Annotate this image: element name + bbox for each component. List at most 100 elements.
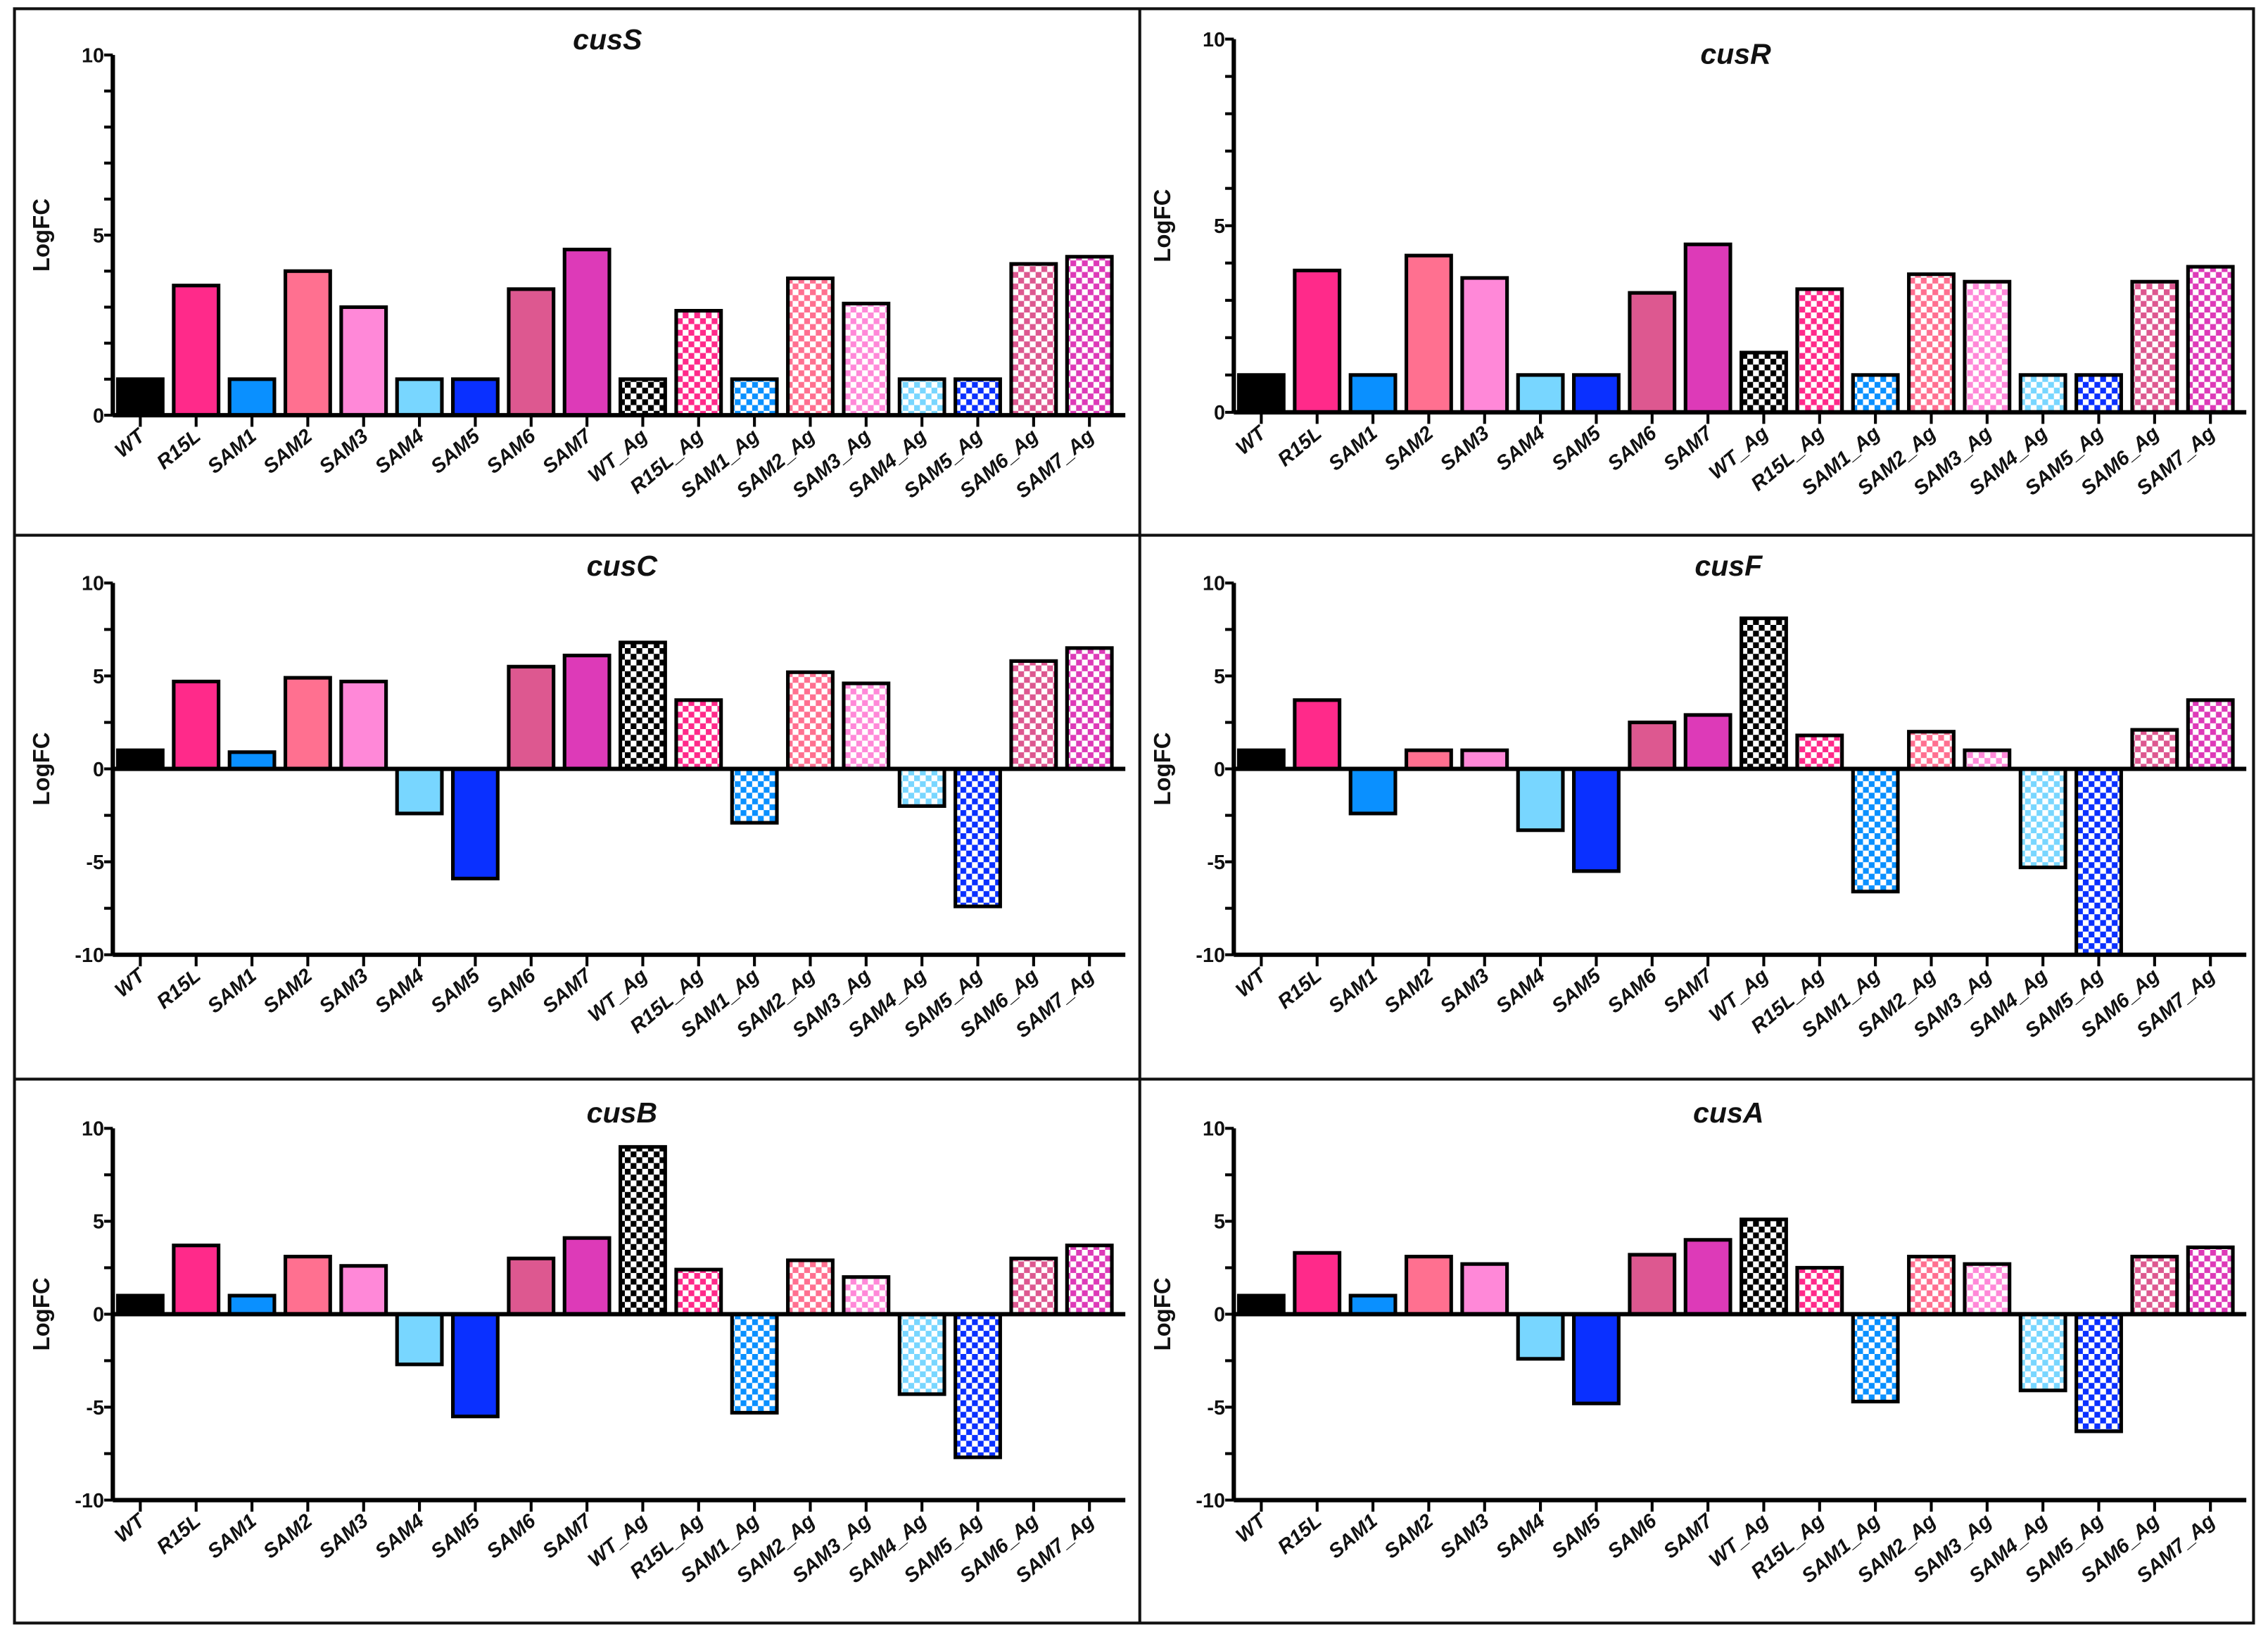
- x-tick-label: SAM1: [203, 1510, 261, 1563]
- chart-panel-cusC: cusC LogFC -10 -5 0 5 10 WT R15LSAM1SAM2SAM3SAM4…: [28, 550, 1126, 1042]
- bar-SAM6: [1628, 720, 1677, 771]
- x-tick-label: SAM1: [203, 964, 261, 1018]
- chart-panel-cusA: cusA LogFC -10 -5 0 5 10 WT R15LSAM1SAM2SAM3SAM4…: [1149, 1096, 2247, 1588]
- bar-SAM2: [1404, 253, 1453, 415]
- bar-SAM2_Ag: [786, 276, 835, 417]
- bar-SAM5: [451, 1312, 500, 1419]
- bar-SAM5_Ag: [954, 1312, 1002, 1460]
- bar-R15L: [1293, 268, 1342, 415]
- x-tick-label: SAM6: [483, 964, 541, 1018]
- x-tick-label: R15L: [153, 1510, 205, 1559]
- bar-R15L: [172, 679, 221, 771]
- x-tick-label: R15L: [1274, 964, 1326, 1013]
- bar-SAM2: [283, 1255, 332, 1317]
- chart-title: cusB: [587, 1096, 658, 1129]
- bar-SAM2: [1404, 748, 1453, 771]
- y-tick-label: 10: [1203, 1118, 1225, 1141]
- bar-SAM1: [1348, 1293, 1398, 1317]
- bar-SAM7: [562, 247, 612, 417]
- x-tick-label: SAM6: [1604, 1510, 1662, 1564]
- y-tick-label: 10: [1203, 29, 1225, 51]
- bar-WT_Ag: [1740, 1217, 1788, 1317]
- bar-SAM3: [339, 1264, 388, 1317]
- x-tick-label: SAM6: [483, 424, 541, 479]
- bar-SAM5: [1572, 1312, 1621, 1405]
- x-tick-label: SAM1: [1324, 964, 1382, 1018]
- x-tick-label: SAM3: [315, 425, 373, 479]
- y-tick-label: 10: [82, 1118, 104, 1141]
- y-tick-label: 0: [93, 759, 104, 781]
- bar-SAM5_Ag: [954, 377, 1002, 417]
- x-tick-label: WT: [110, 424, 151, 462]
- x-tick-label: WT: [1231, 1509, 1272, 1548]
- bar-SAM5: [451, 766, 500, 880]
- x-tick-label: SAM4: [1492, 964, 1550, 1018]
- bar-SAM6_Ag: [1009, 262, 1058, 417]
- bar-SAM6_Ag: [2130, 1255, 2179, 1317]
- bar-WT: [115, 748, 165, 771]
- bar-SAM1: [1348, 373, 1398, 415]
- x-tick-label: R15L: [153, 964, 205, 1013]
- x-tick-label: SAM2: [1380, 422, 1438, 476]
- bar-SAM5_Ag: [954, 766, 1002, 909]
- y-tick-label: 5: [1214, 1211, 1225, 1234]
- y-tick-label: 0: [1214, 402, 1225, 424]
- chart-title: cusR: [1700, 38, 1771, 70]
- bar-SAM7: [1683, 713, 1732, 771]
- bar-R15L_Ag: [674, 1267, 723, 1317]
- bar-SAM3_Ag: [842, 1275, 891, 1317]
- y-tick-label: 5: [93, 1211, 104, 1234]
- x-tick-label: SAM6: [1604, 422, 1662, 476]
- bar-SAM4_Ag: [2018, 373, 2067, 415]
- bar-SAM6_Ag: [2130, 279, 2179, 415]
- y-tick-label: -5: [1207, 1397, 1225, 1419]
- bar-R15L_Ag: [674, 308, 723, 417]
- bar-SAM1_Ag: [1851, 1312, 1900, 1404]
- x-tick-label: SAM1: [1324, 422, 1382, 476]
- bar-WT_Ag: [619, 377, 667, 417]
- bar-SAM4: [395, 766, 444, 816]
- bar-SAM1_Ag: [1851, 373, 1900, 415]
- x-tick-label: SAM6: [483, 1510, 541, 1564]
- bar-WT: [1236, 373, 1286, 415]
- bar-SAM3: [1460, 1262, 1509, 1317]
- bar-SAM4_Ag: [897, 766, 946, 808]
- bar-SAM6_Ag: [2130, 728, 2179, 771]
- bar-WT: [115, 1293, 165, 1317]
- bar-SAM5: [451, 377, 500, 417]
- bar-SAM2_Ag: [1907, 1255, 1956, 1317]
- chart-title: cusC: [587, 550, 659, 582]
- bar-SAM2: [283, 269, 332, 417]
- chart-title: cusA: [1693, 1096, 1764, 1129]
- bar-WT_Ag: [1740, 350, 1788, 415]
- bar-SAM5: [1572, 373, 1621, 415]
- bar-SAM4_Ag: [897, 377, 946, 417]
- bar-SAM5_Ag: [2074, 373, 2123, 415]
- bar-SAM7_Ag: [2186, 1245, 2235, 1317]
- bar-SAM2: [283, 676, 332, 771]
- x-tick-label: WT: [110, 963, 151, 1002]
- x-tick-label: SAM2: [259, 964, 317, 1018]
- bar-SAM2_Ag: [786, 670, 835, 771]
- y-tick-label: 10: [82, 44, 104, 67]
- bar-SAM2_Ag: [786, 1258, 835, 1317]
- chart-panel-cusS: cusS LogFC 0 5 10 WT R15LSAM1SAM2SAM3SAM4SAM5S…: [28, 23, 1126, 503]
- chart-panel-cusR: cusR LogFC 0 5 10 WT R15LSAM1SAM2SAM3SAM4SAM5S…: [1149, 29, 2247, 500]
- bar-SAM7: [562, 653, 612, 771]
- bar-WT_Ag: [619, 1145, 667, 1317]
- bar-SAM3_Ag: [1963, 748, 2012, 771]
- x-tick-label: R15L: [1274, 422, 1326, 472]
- bar-SAM6: [1628, 1253, 1677, 1317]
- bar-WT_Ag: [1740, 616, 1788, 771]
- bar-R15L: [172, 1244, 221, 1317]
- x-tick-label: SAM5: [1547, 422, 1606, 476]
- x-tick-label: R15L: [1274, 1510, 1326, 1559]
- bar-SAM3_Ag: [1963, 279, 2012, 415]
- panel-borders: [13, 7, 2255, 1625]
- y-tick-label: 10: [1203, 573, 1225, 595]
- y-tick-label: -10: [1196, 944, 1225, 967]
- y-tick-label: 0: [93, 1304, 104, 1327]
- bar-SAM5_Ag: [2074, 766, 2123, 957]
- bar-SAM5_Ag: [2074, 1312, 2123, 1434]
